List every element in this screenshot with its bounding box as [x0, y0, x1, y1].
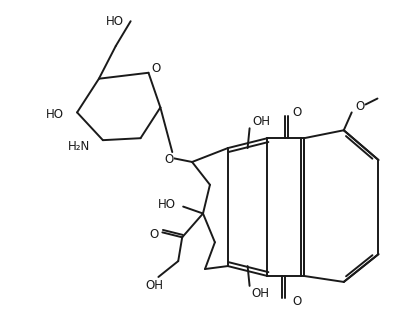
- Text: O: O: [164, 153, 173, 167]
- Text: H₂N: H₂N: [68, 140, 90, 152]
- Text: HO: HO: [158, 198, 176, 211]
- Text: O: O: [292, 295, 301, 308]
- Text: O: O: [354, 100, 363, 113]
- Text: O: O: [151, 62, 161, 75]
- Text: O: O: [149, 228, 159, 241]
- Text: OH: OH: [251, 287, 269, 300]
- Text: HO: HO: [46, 108, 64, 121]
- Text: O: O: [292, 106, 301, 119]
- Text: OH: OH: [252, 115, 270, 128]
- Text: HO: HO: [106, 15, 124, 28]
- Text: OH: OH: [145, 279, 163, 293]
